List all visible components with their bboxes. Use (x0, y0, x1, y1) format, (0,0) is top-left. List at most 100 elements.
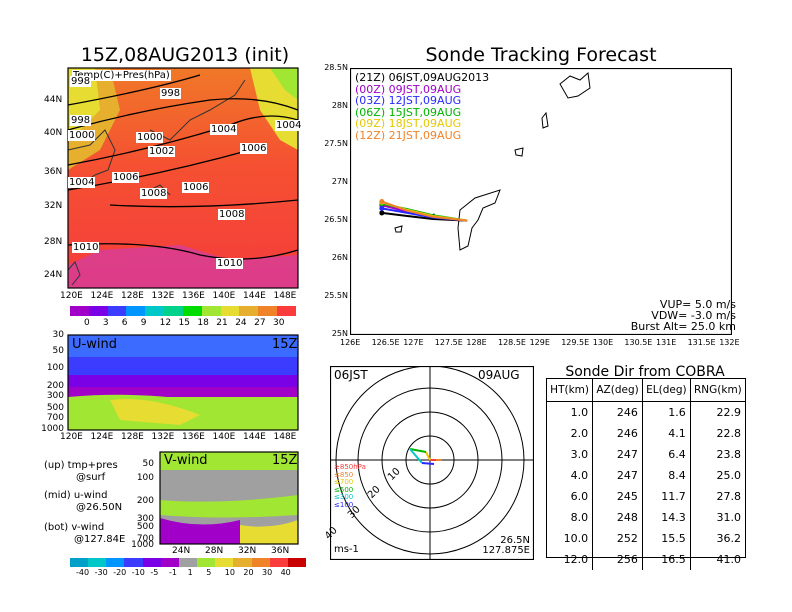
polar-lon: 127.875E (482, 545, 530, 556)
direction-table-frame: HT(km) AZ(deg) EL(deg) RNG(km) 1.0 246 1.6 22.… (546, 378, 746, 570)
isobar-label: 1004 (68, 177, 96, 188)
level-legend-entry: ≤700 (334, 478, 354, 486)
colorbar-swatch (142, 558, 161, 567)
v-pressure-tick: 500 (136, 522, 154, 532)
level-legend-entry: ≤300 (334, 493, 354, 501)
v-lat-tick: 28N (205, 546, 224, 556)
track-legend-entry: (12Z) 21JST,09AUG (355, 128, 462, 142)
table-cell: 11.7 (642, 486, 691, 507)
map-lon-tick: 128E (121, 291, 144, 301)
track-lon-tick: 127.5E (434, 338, 463, 347)
track-legend: (21Z) 06JST,09AUG2013 (00Z) 09JST,09AUG (0… (355, 72, 489, 141)
colorbar-swatch (88, 306, 108, 316)
isobar-label: 998 (70, 76, 92, 87)
map-lon-tick: 144E (243, 291, 266, 301)
table-cell: 246 (592, 423, 643, 444)
wind-scale-label: 20 (243, 568, 254, 577)
u-lon-tick: 124E (90, 432, 114, 442)
v-wind-label: V-wind (164, 453, 208, 468)
isobar-label: 1004 (275, 120, 303, 131)
burst-text: Burst Alt= 25.0 km (630, 320, 736, 333)
vdw-text: VDW= -3.0 m/s (651, 309, 736, 322)
temp-scale-label: 6 (121, 318, 128, 328)
colorbar-swatch (215, 558, 234, 567)
isobar-label: 1006 (182, 182, 210, 193)
u-pressure-tick: 300 (46, 391, 64, 401)
u-lon-tick: 128E (121, 432, 144, 442)
temp-scale-label: 3 (102, 318, 109, 328)
table-cell: 14.3 (642, 507, 691, 528)
legend-bot-level: @127.84E (74, 534, 126, 545)
map-lat-tick: 44N (44, 95, 63, 105)
wind-scale-label: 5 (206, 568, 212, 577)
table-row: 6.0 245 11.7 27.8 (547, 486, 745, 507)
u-lon-tick: 132E (151, 432, 175, 442)
track-lines (379, 199, 468, 222)
table-cell: 41.0 (716, 553, 742, 566)
table-cell: 252 (592, 528, 643, 549)
v-wind-time: 15Z (272, 453, 298, 468)
isobar-label: 1006 (240, 143, 268, 154)
track-lon-tick: 128E (466, 338, 487, 347)
u-wind-time: 15Z (272, 337, 298, 352)
track-lon-tick: 132E (719, 338, 740, 347)
isobar-label: 998 (160, 88, 182, 99)
north-coldest-region (270, 68, 298, 100)
track-lon-tick: 131.5E (687, 338, 716, 347)
table-cell: 4.0 (547, 465, 594, 486)
map-lat-tick: 32N (44, 201, 63, 211)
table-cell: 16.5 (642, 549, 691, 570)
track-legend-entry: (00Z) 09JST,09AUG (355, 82, 462, 96)
legend-up-level: @surf (76, 472, 106, 483)
v-lat-tick: 32N (238, 546, 257, 556)
isobar-label: 1006 (112, 172, 140, 183)
table-cell: 25.0 (716, 469, 742, 482)
isobar-label: 1010 (72, 242, 100, 253)
colorbar-swatch (269, 558, 288, 567)
v-pressure-tick: 50 (142, 459, 154, 469)
table-cell: 22.9 (716, 406, 742, 419)
track-title: Sonde Tracking Forecast (425, 44, 657, 66)
wind-scale-label: -20 (113, 568, 127, 577)
isobar-label: 1008 (140, 188, 168, 199)
u-pressure-tick: 500 (46, 403, 64, 413)
polar-unit: ms-1 (334, 544, 359, 555)
track-lon-tick: 129E (529, 338, 550, 347)
u-lon-tick: 120E (60, 432, 83, 442)
table-cell: 248 (592, 507, 643, 528)
v-pressure-tick: 200 (136, 496, 154, 506)
colorbar-swatch (251, 558, 270, 567)
map-lon-tick: 132E (151, 291, 175, 301)
track-lon-tick: 128.5E (498, 338, 526, 347)
table-cell: 10.0 (547, 528, 594, 549)
track-lat-tick: 25N (331, 329, 348, 338)
legend-mid-level: @26.50N (76, 502, 123, 513)
legend-up: (up) tmp+pres (44, 460, 118, 471)
map-lat-tick: 28N (44, 237, 63, 247)
table-row: 2.0 246 4.1 22.8 (547, 423, 745, 444)
colorbar-swatch (164, 306, 183, 316)
v-lat-tick: 24N (172, 546, 191, 556)
track-lat-tick: 25.5N (324, 291, 348, 300)
u-pressure-tick: 700 (46, 413, 64, 423)
colorbar-swatch (126, 306, 146, 316)
tropical-moist-region (68, 245, 298, 288)
track-lat-tick: 27N (331, 177, 348, 186)
colorbar-swatch (287, 558, 307, 567)
colorbar-swatch (107, 306, 127, 316)
u-lon-tick: 140E (212, 432, 236, 442)
v-pressure-tick: 100 (136, 473, 154, 483)
u-lon-tick: 136E (182, 432, 205, 442)
direction-table: HT(km) AZ(deg) EL(deg) RNG(km) 1.0 246 1.6 22.… (547, 379, 745, 570)
table-row: 8.0 248 14.3 31.0 (547, 507, 745, 528)
table-cell: 4.1 (642, 423, 691, 444)
v-pressure-tick: 300 (136, 514, 154, 524)
colorbar-swatch (106, 558, 125, 567)
hodograph-segment (425, 451, 431, 461)
track-lat-tick: 28.5N (324, 63, 348, 72)
u-pressure-tick: 1000 (41, 424, 64, 434)
table-cell: 245 (592, 486, 643, 507)
track-lon-tick: 127E (403, 338, 424, 347)
map-lat-tick: 40N (44, 128, 63, 138)
u-pressure-tick: 50 (52, 346, 64, 356)
